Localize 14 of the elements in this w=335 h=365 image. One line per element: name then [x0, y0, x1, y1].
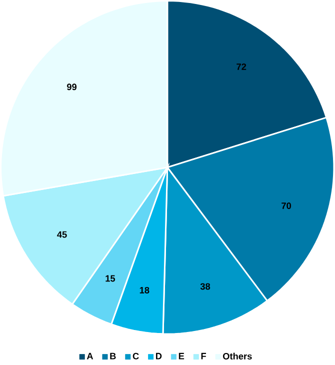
legend-label: B	[110, 352, 116, 360]
legend-label: C	[133, 352, 139, 360]
data-label: 15	[106, 275, 116, 282]
data-label: 38	[200, 283, 210, 290]
data-label: 45	[57, 231, 67, 238]
data-label: 72	[236, 63, 246, 70]
data-label: 18	[140, 286, 150, 294]
data-label: 70	[282, 202, 292, 210]
data-label: 99	[67, 84, 77, 90]
legend-label: F	[201, 352, 206, 360]
legend-label: E	[179, 352, 184, 360]
legend-label: A	[87, 352, 94, 360]
legend-label: Others	[223, 352, 252, 360]
legend-label: D	[156, 352, 162, 360]
